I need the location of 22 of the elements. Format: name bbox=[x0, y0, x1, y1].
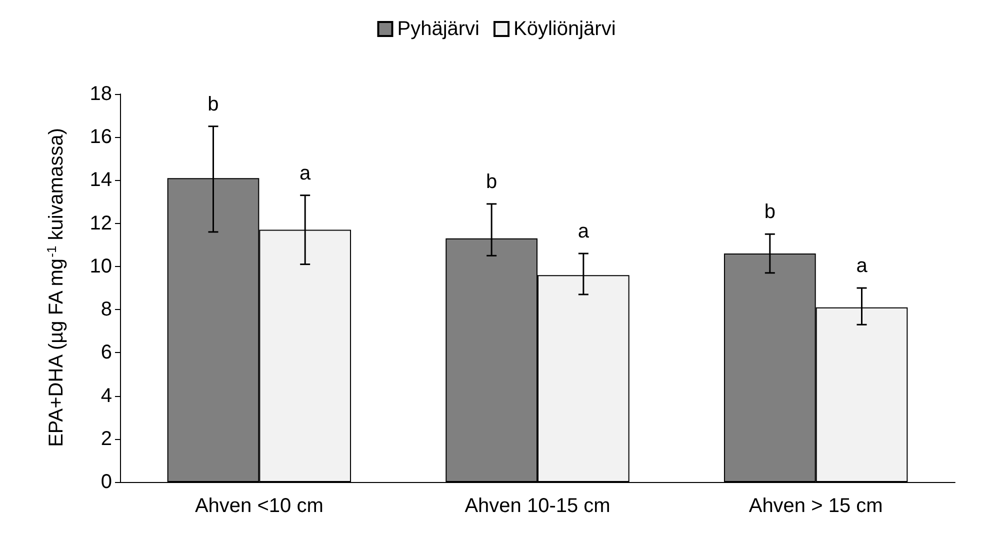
y-tick-label: 2 bbox=[100, 428, 112, 450]
data-label: b bbox=[764, 201, 776, 224]
data-label: a bbox=[856, 255, 868, 277]
y-tick-label: 18 bbox=[90, 83, 112, 105]
data-label: b bbox=[486, 170, 498, 193]
legend-label: Köyliönjärvi bbox=[513, 18, 616, 40]
y-tick-label: 0 bbox=[100, 471, 112, 493]
data-label: b bbox=[208, 93, 219, 116]
data-label: a bbox=[578, 220, 590, 243]
y-tick-label: 10 bbox=[90, 255, 112, 278]
legend-label: Pyhäjärvi bbox=[397, 18, 480, 40]
data-label: a bbox=[300, 162, 312, 184]
y-tick-label: 4 bbox=[100, 384, 112, 407]
y-tick-label: 14 bbox=[90, 169, 112, 192]
x-tick-label: Ahven > 15 cm bbox=[748, 495, 883, 517]
y-tick-label: 16 bbox=[90, 126, 112, 148]
y-tick-label: 12 bbox=[90, 212, 112, 234]
x-tick-label: Ahven 10-15 cm bbox=[464, 495, 610, 517]
x-tick-label: Ahven <10 cm bbox=[194, 495, 324, 517]
y-tick-label: 6 bbox=[100, 342, 112, 364]
y-tick-label: 8 bbox=[100, 298, 112, 321]
y-axis-title: EPA+DHA (µg FA mg-1 kuivamassa) bbox=[44, 128, 68, 447]
